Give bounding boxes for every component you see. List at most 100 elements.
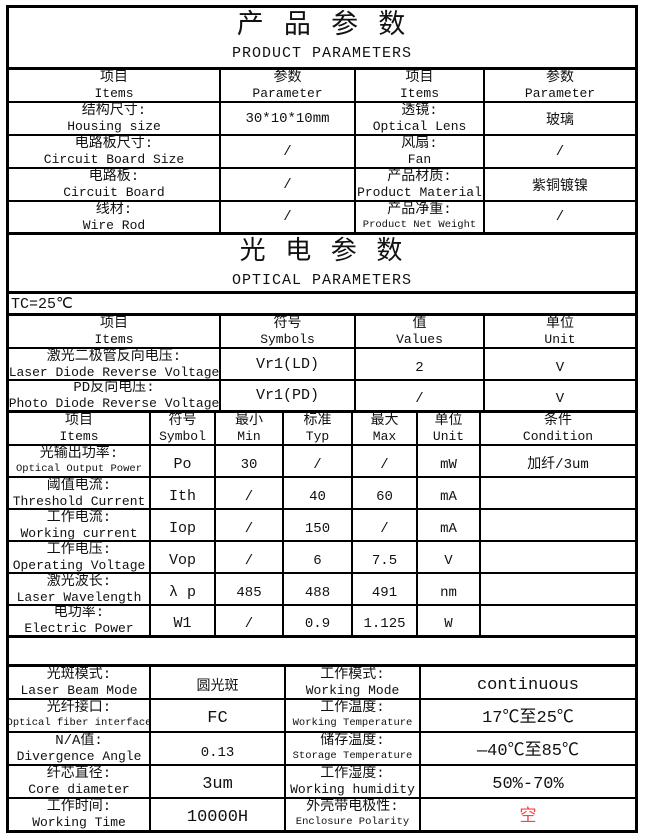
table-row-circuit-board: 电路板: Circuit Board / 产品材质: Product Materia…: [9, 169, 635, 203]
item-working-mode: 工作模式: Working Mode: [286, 667, 421, 699]
test-condition-label: TC=25℃: [11, 296, 73, 314]
header-parameter-1: 参数 Parameter: [221, 70, 356, 102]
symbol-lambda-p: λ p: [151, 574, 216, 605]
product-parameters-table: 项目 Items 参数 Parameter 项目 Items 参数 Parameter …: [9, 70, 635, 236]
item-electric-power: 电功率: Electric Power: [9, 606, 151, 636]
product-parameters-title-cn: 产 品 参 数: [236, 12, 408, 43]
value-optical-lens: 玻璃: [546, 112, 574, 129]
item-threshold-current: 阈值电流: Threshold Current: [9, 478, 151, 509]
item-operating-voltage: 工作电压: Operating Voltage: [9, 542, 151, 573]
condition-threshold-current: [481, 478, 635, 508]
value-working-temperature: 17℃至25℃: [482, 709, 574, 729]
value-photo-diode-reverse-voltage: /: [356, 381, 485, 411]
table-row-threshold-current: 阈值电流: Threshold Current Ith / 40 60 mA: [9, 478, 635, 511]
item-photo-diode-reverse-voltage: PD反向电压: Photo Diode Reverse Voltage: [9, 381, 221, 411]
typ-electric-power: 0.9: [284, 606, 353, 636]
table-row-laser-beam-mode: 光斑模式: Laser Beam Mode 圆光斑 工作模式: Working Mo…: [9, 667, 635, 701]
header-items: 项目 Items: [9, 316, 221, 348]
unit-optical-output-power: mW: [418, 446, 481, 477]
item-circuit-board: 电路板: Circuit Board: [9, 169, 221, 201]
max-working-current: /: [353, 510, 418, 541]
general-parameters-table: 光斑模式: Laser Beam Mode 圆光斑 工作模式: Working Mo…: [9, 667, 635, 831]
value-fan: /: [555, 143, 565, 160]
product-table-header-row: 项目 Items 参数 Parameter 项目 Items 参数 Parameter: [9, 70, 635, 104]
datasheet: 产 品 参 数 PRODUCT PARAMETERS 项目 Items 参数 Par…: [6, 5, 638, 833]
unit-laser-wavelength: nm: [418, 574, 481, 605]
product-parameters-title-block: 产 品 参 数 PRODUCT PARAMETERS: [9, 8, 635, 71]
item-product-material: 产品材质: Product Material: [356, 169, 485, 201]
condition-operating-voltage: [481, 542, 635, 572]
symbol-ith: Ith: [151, 478, 216, 509]
min-electric-power: /: [216, 606, 284, 636]
item-wire-rod: 线材: Wire Rod: [9, 202, 221, 233]
symbol-w1: W1: [151, 606, 216, 636]
item-working-humidity: 工作湿度: Working humidity: [286, 766, 421, 798]
table-row-wire-rod: 线材: Wire Rod / 产品净重: Product Net Weight /: [9, 202, 635, 236]
symbol-vr1-ld: Vr1(LD): [221, 349, 356, 380]
header2-min: 最小 Min: [216, 413, 284, 445]
condition-electric-power: [481, 606, 635, 635]
unit-operating-voltage: V: [418, 542, 481, 573]
item-optical-fiber-interface: 光纤接口: Optical fiber interface: [9, 700, 151, 732]
table-row-optical-output-power: 光输出功率: Optical Output Power Po 30 / / mW …: [9, 446, 635, 479]
typ-operating-voltage: 6: [284, 542, 353, 573]
min-operating-voltage: /: [216, 542, 284, 573]
item-housing-size: 结构尺寸: Housing size: [9, 103, 221, 135]
max-threshold-current: 60: [353, 478, 418, 509]
symbol-po: Po: [151, 446, 216, 477]
max-laser-wavelength: 491: [353, 574, 418, 605]
header-symbols: 符号 Symbols: [221, 316, 356, 348]
value-product-net-weight: /: [555, 209, 565, 226]
min-threshold-current: /: [216, 478, 284, 509]
table-row-working-current: 工作电流: Working current Iop / 150 / mA: [9, 510, 635, 543]
item-fan: 风扇: Fan: [356, 136, 485, 168]
optical-parameters-title-block: 光 电 参 数 OPTICAL PARAMETERS: [9, 235, 635, 295]
unit-photo-diode-reverse-voltage: V: [555, 391, 565, 408]
optical-parameters-title-cn: 光 电 参 数: [239, 236, 405, 267]
header2-unit: 单位 Unit: [418, 413, 481, 445]
item-storage-temperature: 储存温度: Storage Temperature: [286, 733, 421, 765]
header2-items: 项目 Items: [9, 413, 151, 445]
table-row-laser-wavelength: 激光波长: Laser Wavelength λ p 485 488 491 nm: [9, 574, 635, 607]
test-condition-row: TC=25℃: [9, 294, 635, 317]
header-values: 值 Values: [356, 316, 485, 348]
max-electric-power: 1.125: [353, 606, 418, 636]
condition-optical-output-power: 加纤/3um: [527, 457, 589, 474]
table-row-electric-power: 电功率: Electric Power W1 / 0.9 1.125 W: [9, 606, 635, 639]
value-storage-temperature: —40℃至85℃: [476, 742, 579, 762]
table-row-circuit-board-size: 电路板尺寸: Circuit Board Size / 风扇: Fan /: [9, 136, 635, 170]
product-parameters-title-en: PRODUCT PARAMETERS: [231, 45, 413, 63]
max-optical-output-power: /: [353, 446, 418, 477]
min-optical-output-power: 30: [216, 446, 284, 477]
value-optical-fiber-interface: FC: [151, 700, 286, 732]
symbol-vr1-pd: Vr1(PD): [221, 381, 356, 411]
typ-laser-wavelength: 488: [284, 574, 353, 605]
optical-table2-header-row: 项目 Items 符号 Symbol 最小 Min 标准 Typ 最大 Max 单位 Uni…: [9, 413, 635, 447]
table-row-optical-fiber-interface: 光纤接口: Optical fiber interface FC 工作温度: Wor…: [9, 700, 635, 734]
value-working-time: 10000H: [151, 799, 286, 831]
table-row-housing-size: 结构尺寸: Housing size 30*10*10mm 透镜: Optical …: [9, 103, 635, 137]
item-working-time: 工作时间: Working Time: [9, 799, 151, 831]
min-working-current: /: [216, 510, 284, 541]
table-row-photo-diode-reverse-voltage: PD反向电压: Photo Diode Reverse Voltage Vr1(P…: [9, 381, 635, 414]
value-core-diameter: 3um: [151, 766, 286, 798]
max-operating-voltage: 7.5: [353, 542, 418, 573]
typ-working-current: 150: [284, 510, 353, 541]
value-housing-size: 30*10*10mm: [221, 103, 356, 135]
typ-threshold-current: 40: [284, 478, 353, 509]
item-working-current: 工作电流: Working current: [9, 510, 151, 541]
condition-working-current: [481, 510, 635, 540]
header2-condition: 条件 Condition: [522, 413, 594, 445]
header2-max: 最大 Max: [353, 413, 418, 445]
header-items-1: 项目 Items: [9, 70, 221, 102]
condition-laser-wavelength: [481, 574, 635, 604]
item-laser-diode-reverse-voltage: 激光二极管反向电压: Laser Diode Reverse Voltage: [9, 349, 221, 380]
unit-laser-diode-reverse-voltage: V: [555, 360, 565, 377]
item-laser-wavelength: 激光波长: Laser Wavelength: [9, 574, 151, 605]
header-items-2: 项目 Items: [356, 70, 485, 102]
item-product-net-weight: 产品净重: Product Net Weight: [356, 202, 485, 233]
optical-table1-header-row: 项目 Items 符号 Symbols 值 Values 单位 Unit: [9, 316, 635, 350]
table-row-laser-diode-reverse-voltage: 激光二极管反向电压: Laser Diode Reverse Voltage Vr…: [9, 349, 635, 382]
item-laser-beam-mode: 光斑模式: Laser Beam Mode: [9, 667, 151, 699]
item-enclosure-polarity: 外壳带电极性: Enclosure Polarity: [286, 799, 421, 831]
